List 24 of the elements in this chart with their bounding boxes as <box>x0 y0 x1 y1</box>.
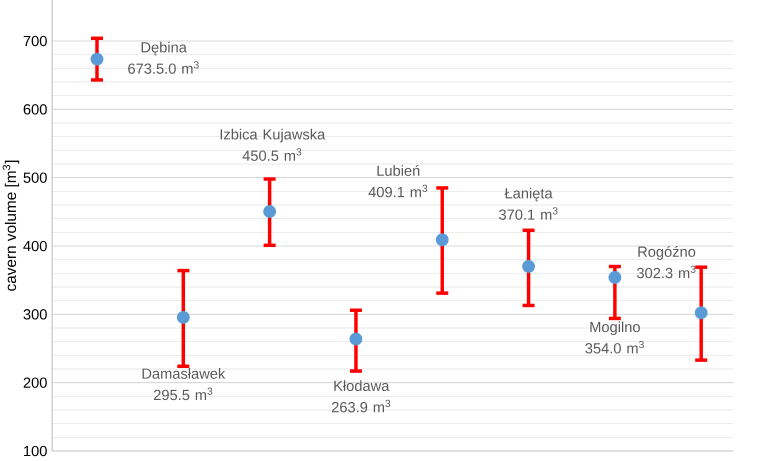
point <box>608 271 622 284</box>
data-label: Lubień 409.1 m$^{3}$ <box>368 164 428 198</box>
y-tick-label: 400 <box>23 240 47 252</box>
data-label: Łanięta 370.1 m$^{3}$ <box>499 188 558 220</box>
data-label: Rogóźno 302.3 m$^{3}$ <box>636 246 696 278</box>
data-label: Mogilno 354.0 m$^{3}$ <box>585 321 644 354</box>
point <box>694 306 708 320</box>
point <box>90 52 104 66</box>
y-tick-label: 700 <box>24 36 47 46</box>
data-label: Dębina 673.5.0 m$^{3}$ <box>128 42 199 74</box>
y-tick-label: 100 <box>24 446 47 456</box>
point <box>263 205 276 218</box>
point <box>522 260 535 273</box>
y-tick-label: 500 <box>24 172 47 183</box>
data-label: Izbica Kujawska 450.5 m$^{3}$ <box>220 128 326 161</box>
point <box>350 332 362 346</box>
data-label: Kłodawa 263.9 m$^{3}$ <box>332 380 390 412</box>
point <box>436 233 449 246</box>
y-tick-label: 200 <box>24 377 47 388</box>
y-axis-title: cavern volume [m$^{3}$] <box>2 160 20 291</box>
point <box>176 311 190 324</box>
data-label: Damasławek 295.5 m$^{3}$ <box>142 368 226 400</box>
y-tick-label: 600 <box>24 104 47 115</box>
y-tick-label: 300 <box>24 309 47 320</box>
